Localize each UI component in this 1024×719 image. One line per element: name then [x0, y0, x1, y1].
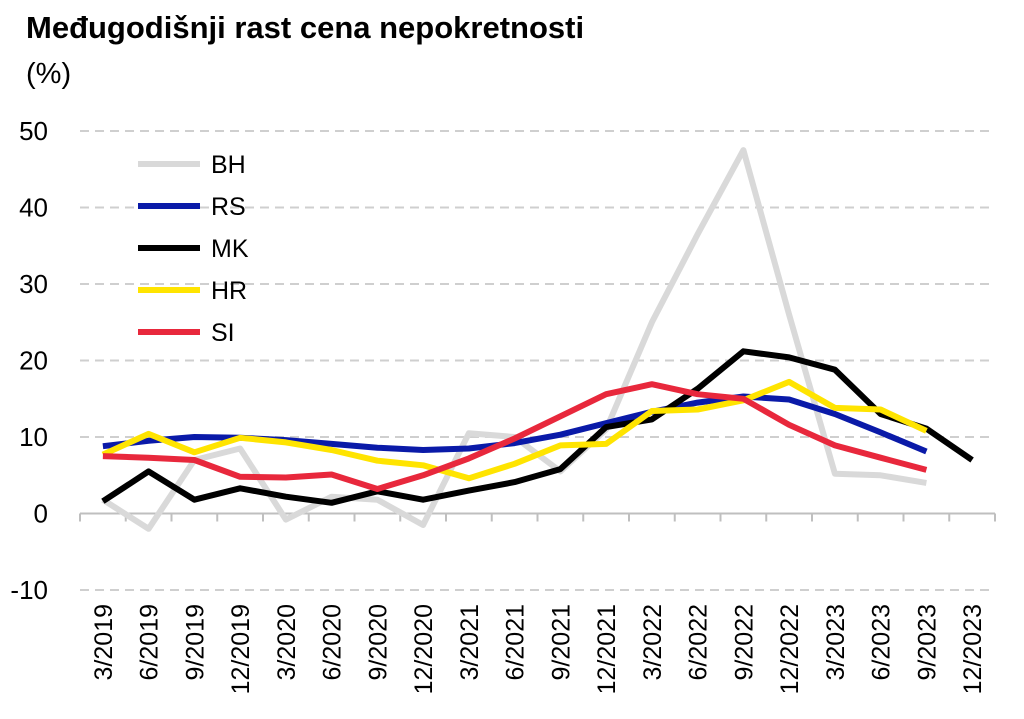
series-line-hr	[101, 378, 928, 482]
x-tick-label: 3/2020	[273, 604, 301, 680]
legend: BH RS MK HR SI	[138, 151, 249, 347]
legend-label-si: SI	[211, 319, 235, 347]
x-tick-label: 9/2021	[547, 604, 575, 680]
x-tick-label: 12/2023	[959, 604, 987, 694]
y-tick-label: 10	[19, 422, 48, 452]
x-tick-label: 12/2020	[410, 604, 438, 694]
chart-unit-label: (%)	[26, 58, 72, 90]
x-tick-label: 12/2021	[593, 604, 621, 694]
x-tick-label: 3/2023	[822, 604, 850, 680]
legend-label-hr: HR	[211, 277, 247, 305]
axes	[79, 512, 996, 522]
series-line-mk	[101, 348, 974, 506]
x-tick-label: 9/2023	[913, 604, 941, 680]
x-tick-label: 6/2023	[868, 604, 896, 680]
x-tick-label: 9/2019	[181, 604, 209, 680]
x-tick-label: 3/2022	[639, 604, 667, 680]
chart-title: Međugodišnji rast cena nepokretnosti	[26, 10, 585, 45]
x-tick-label: 9/2020	[364, 604, 392, 680]
x-tick-label: 12/2019	[227, 604, 255, 694]
x-tick-label: 9/2022	[730, 604, 758, 680]
x-tick-label: 6/2020	[319, 604, 347, 680]
legend-label-mk: MK	[211, 235, 249, 263]
y-tick-label: 0	[34, 499, 48, 529]
y-tick-label: 50	[19, 116, 48, 146]
series-lines	[101, 147, 974, 532]
x-tick-labels: 3/2019 6/2019 9/2019 12/2019 3/2020 6/2020 9/2…	[90, 604, 987, 694]
x-tick-label: 6/2022	[685, 604, 713, 680]
x-tick-label: 3/2019	[90, 604, 118, 680]
x-tick-label: 12/2022	[776, 604, 804, 694]
y-tick-label: 20	[19, 346, 48, 376]
legend-label-rs: RS	[211, 193, 246, 221]
x-tick-label: 6/2021	[502, 604, 530, 680]
legend-label-bh: BH	[211, 151, 246, 179]
x-tick-label: 3/2021	[456, 604, 484, 680]
x-tick-label: 6/2019	[136, 604, 164, 680]
y-tick-label: 30	[19, 269, 48, 299]
series-line-si	[102, 381, 928, 492]
y-tick-labels: -10 0 10 20 30 40 50	[10, 116, 48, 605]
y-tick-label: -10	[10, 575, 48, 605]
y-tick-label: 40	[19, 193, 48, 223]
